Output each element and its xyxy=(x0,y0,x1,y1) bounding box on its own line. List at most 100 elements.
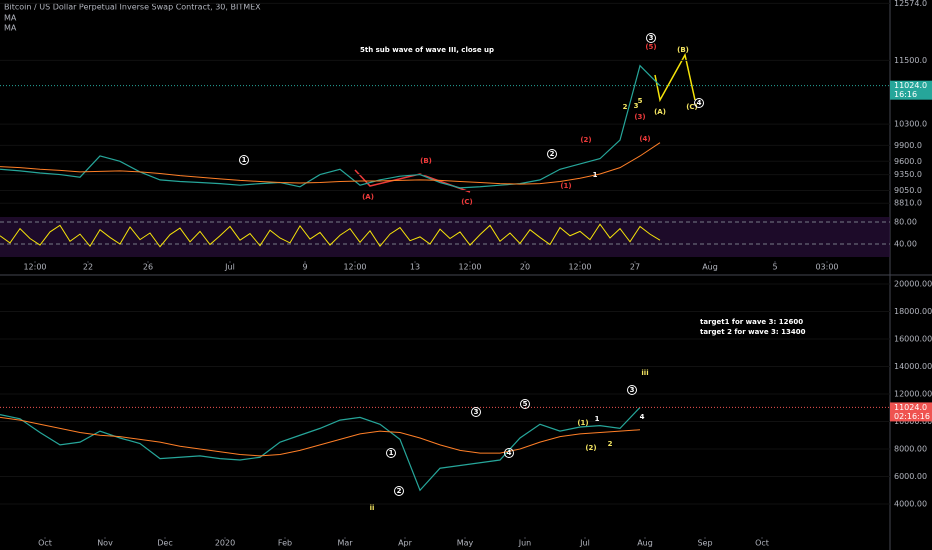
wave-annotation: 3 xyxy=(630,386,635,394)
wave-annotation: 5 xyxy=(523,400,528,408)
x-tick-label: 27 xyxy=(630,263,640,272)
y-tick-label: 10000.00 xyxy=(894,417,932,426)
wave-annotation: 2 xyxy=(608,440,613,448)
wave-annotation: 3 xyxy=(649,34,654,42)
y-tick-label: 16000.00 xyxy=(894,335,932,344)
countdown-label: 16:16 xyxy=(894,90,917,99)
x-tick-label: Apr xyxy=(398,539,413,548)
price-tag-label: 11024.0 xyxy=(894,403,927,412)
wave-annotation: (3) xyxy=(634,113,645,121)
y-tick-label: 9350.0 xyxy=(894,170,922,179)
x-tick-label: 9 xyxy=(302,263,307,272)
y-tick-label: 12574.0 xyxy=(894,0,927,8)
oscillator-band xyxy=(0,217,890,257)
wave-drawing xyxy=(654,52,696,103)
wave-annotation: (4) xyxy=(639,135,650,143)
wave-annotation: ii xyxy=(370,504,375,512)
price-line xyxy=(0,416,641,457)
x-tick-label: 03:00 xyxy=(815,263,838,272)
price-line xyxy=(0,142,661,185)
x-tick-label: 12:00 xyxy=(568,263,591,272)
wave-circle xyxy=(394,486,404,496)
x-tick-label: Mar xyxy=(337,539,353,548)
wave-annotation: 3 xyxy=(634,102,639,110)
wave-annotation: 4 xyxy=(640,413,645,421)
price-tag xyxy=(890,80,932,100)
x-tick-label: 26 xyxy=(143,263,153,272)
x-tick-label: Jul xyxy=(224,263,235,272)
wave-annotation: 5 xyxy=(638,97,643,105)
wave-annotation: 4 xyxy=(507,449,512,457)
wave-annotation: (C) xyxy=(461,198,473,206)
x-tick-label: Sep xyxy=(697,539,712,548)
y-tick-label: 12000.00 xyxy=(894,390,932,399)
wave-circle xyxy=(471,407,481,417)
x-tick-label: 20 xyxy=(520,263,530,272)
wave-circle xyxy=(547,149,557,159)
wave-annotation: 4 xyxy=(697,99,702,107)
wave-circle xyxy=(520,399,530,409)
wave-annotation: 2 xyxy=(397,487,402,495)
wave-annotation: 2 xyxy=(550,150,555,158)
y-tick-label: 6000.00 xyxy=(894,472,927,481)
indicator-label: MA xyxy=(4,24,17,33)
wave-annotation: (B) xyxy=(420,157,432,165)
price-line xyxy=(0,64,661,189)
wave-annotation: target1 for wave 3: 12600 xyxy=(700,318,803,326)
x-tick-label: Jun xyxy=(518,539,532,548)
x-tick-label: Aug xyxy=(637,539,653,548)
y-tick-label: 9900.0 xyxy=(894,141,922,150)
x-tick-label: Dec xyxy=(157,539,172,548)
x-tick-label: Nov xyxy=(97,539,113,548)
price-line xyxy=(0,223,661,248)
wave-annotation: iii xyxy=(641,369,648,377)
wave-circle xyxy=(386,448,396,458)
price-tag xyxy=(890,402,932,422)
wave-annotation: (1) xyxy=(560,182,571,190)
wave-annotation: (2) xyxy=(585,444,596,452)
wave-circle xyxy=(646,33,656,43)
countdown-label: 02:16:16 xyxy=(894,412,930,421)
wave-circle xyxy=(627,385,637,395)
wave-annotation: 1 xyxy=(389,449,394,457)
wave-annotation: (B) xyxy=(677,46,689,54)
wave-annotation: (A) xyxy=(362,193,374,201)
y-tick-label: 10300.0 xyxy=(894,120,927,129)
y-tick-label: 14000.00 xyxy=(894,362,932,371)
indicator-label: MA xyxy=(4,14,17,23)
y-tick-label: 9600.0 xyxy=(894,157,922,166)
x-tick-label: 12:00 xyxy=(23,263,46,272)
wave-annotation: 2 xyxy=(623,103,628,111)
wave-drawing xyxy=(354,169,471,193)
wave-circle xyxy=(504,448,514,458)
wave-circle xyxy=(694,98,704,108)
wave-annotation: (2) xyxy=(580,136,591,144)
x-tick-label: Aug xyxy=(702,263,718,272)
y-tick-label: 80.00 xyxy=(894,218,917,227)
y-tick-label: 8810.0 xyxy=(894,199,922,208)
x-tick-label: Feb xyxy=(278,539,292,548)
x-tick-label: Oct xyxy=(755,539,769,548)
y-tick-label: 9050.0 xyxy=(894,186,922,195)
chart-title: Bitcoin / US Dollar Perpetual Inverse Sw… xyxy=(4,3,261,12)
wave-annotation: 5th sub wave of wave III, close up xyxy=(360,46,494,54)
wave-annotation: 1 xyxy=(593,171,598,179)
x-tick-label: 13 xyxy=(410,263,420,272)
y-tick-label: 11500.0 xyxy=(894,56,927,65)
y-tick-label: 18000.00 xyxy=(894,307,932,316)
wave-annotation: (1) xyxy=(577,419,588,427)
x-tick-label: May xyxy=(457,539,474,548)
wave-annotation: target 2 for wave 3: 13400 xyxy=(700,328,806,336)
y-tick-label: 20000.00 xyxy=(894,280,932,289)
x-tick-label: 22 xyxy=(83,263,93,272)
wave-circle xyxy=(239,155,249,165)
y-tick-label: 4000.00 xyxy=(894,500,927,509)
price-line xyxy=(0,407,641,492)
x-tick-label: 12:00 xyxy=(343,263,366,272)
wave-annotation: (A) xyxy=(654,108,666,116)
x-tick-label: 2020 xyxy=(215,539,235,548)
price-tag-label: 11024.0 xyxy=(894,81,927,90)
x-tick-label: 12:00 xyxy=(458,263,481,272)
x-tick-label: Oct xyxy=(38,539,52,548)
